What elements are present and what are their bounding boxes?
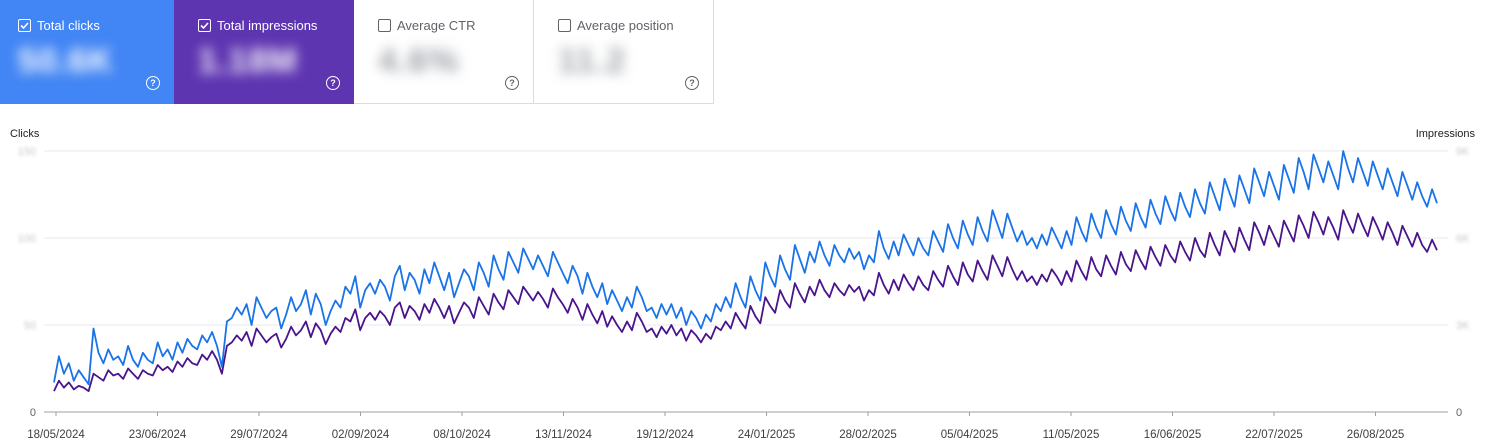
average-ctr-checkbox[interactable] xyxy=(378,19,391,32)
x-tick-label: 11/05/2025 xyxy=(1043,429,1100,441)
metric-cards: Total clicks 50.6K ? Total impressions 1… xyxy=(0,0,714,104)
average-position-checkbox[interactable] xyxy=(558,19,571,32)
total-impressions-value: 1.18M xyxy=(198,42,298,80)
total-clicks-card[interactable]: Total clicks 50.6K ? xyxy=(0,0,174,104)
x-tick-label: 13/11/2024 xyxy=(535,429,592,441)
y-left-tick-label: 100 xyxy=(18,233,36,245)
help-icon[interactable]: ? xyxy=(326,76,340,90)
x-tick-label: 26/08/2025 xyxy=(1347,429,1405,441)
y-right-tick-label: 0 xyxy=(1456,407,1462,419)
y-right-tick-label: 9K xyxy=(1456,146,1470,158)
average-position-value: 11.2 xyxy=(558,42,627,80)
performance-chart: 0 0 50 3K 100 6K 150 9K 18/05/2024 23/06/2024 29/0… xyxy=(18,146,1470,441)
total-clicks-checkbox[interactable] xyxy=(18,19,31,32)
total-impressions-checkbox[interactable] xyxy=(198,19,211,32)
x-tick-label: 02/09/2024 xyxy=(332,429,390,441)
y-left-axis-title: Clicks xyxy=(10,128,40,140)
help-icon[interactable]: ? xyxy=(505,76,519,90)
total-impressions-label: Total impressions xyxy=(217,18,318,33)
series-line-impressions xyxy=(53,209,1438,393)
x-tick-label: 29/07/2024 xyxy=(230,429,288,441)
total-clicks-label: Total clicks xyxy=(37,18,100,33)
help-icon[interactable]: ? xyxy=(146,76,160,90)
y-right-tick-label: 6K xyxy=(1456,233,1470,245)
help-icon[interactable]: ? xyxy=(685,76,699,90)
x-tick-label: 19/12/2024 xyxy=(636,429,694,441)
y-left-tick-label: 50 xyxy=(24,320,36,332)
average-ctr-label: Average CTR xyxy=(397,18,476,33)
average-position-card[interactable]: Average position 11.2 ? xyxy=(534,0,714,104)
y-right-axis-title: Impressions xyxy=(1415,128,1475,140)
y-right-tick-label: 3K xyxy=(1456,320,1470,332)
x-tick-label: 23/06/2024 xyxy=(129,429,187,441)
x-tick-label: 18/05/2024 xyxy=(27,429,85,441)
x-tick-label: 08/10/2024 xyxy=(433,429,491,441)
total-clicks-value: 50.6K xyxy=(18,42,114,80)
average-position-label: Average position xyxy=(577,18,674,33)
y-left-tick-label: 150 xyxy=(18,146,36,158)
series-line-clicks xyxy=(53,150,1438,386)
total-impressions-card[interactable]: Total impressions 1.18M ? xyxy=(174,0,354,104)
x-tick-label: 28/02/2025 xyxy=(839,429,897,441)
x-tick-label: 22/07/2025 xyxy=(1245,429,1303,441)
average-ctr-card[interactable]: Average CTR 4.6% ? xyxy=(354,0,534,104)
x-tick-label: 24/01/2025 xyxy=(738,429,796,441)
average-ctr-value: 4.6% xyxy=(378,42,460,80)
x-tick-label: 05/04/2025 xyxy=(941,429,999,441)
x-tick-label: 16/06/2025 xyxy=(1144,429,1202,441)
y-left-tick-label: 0 xyxy=(30,407,36,419)
